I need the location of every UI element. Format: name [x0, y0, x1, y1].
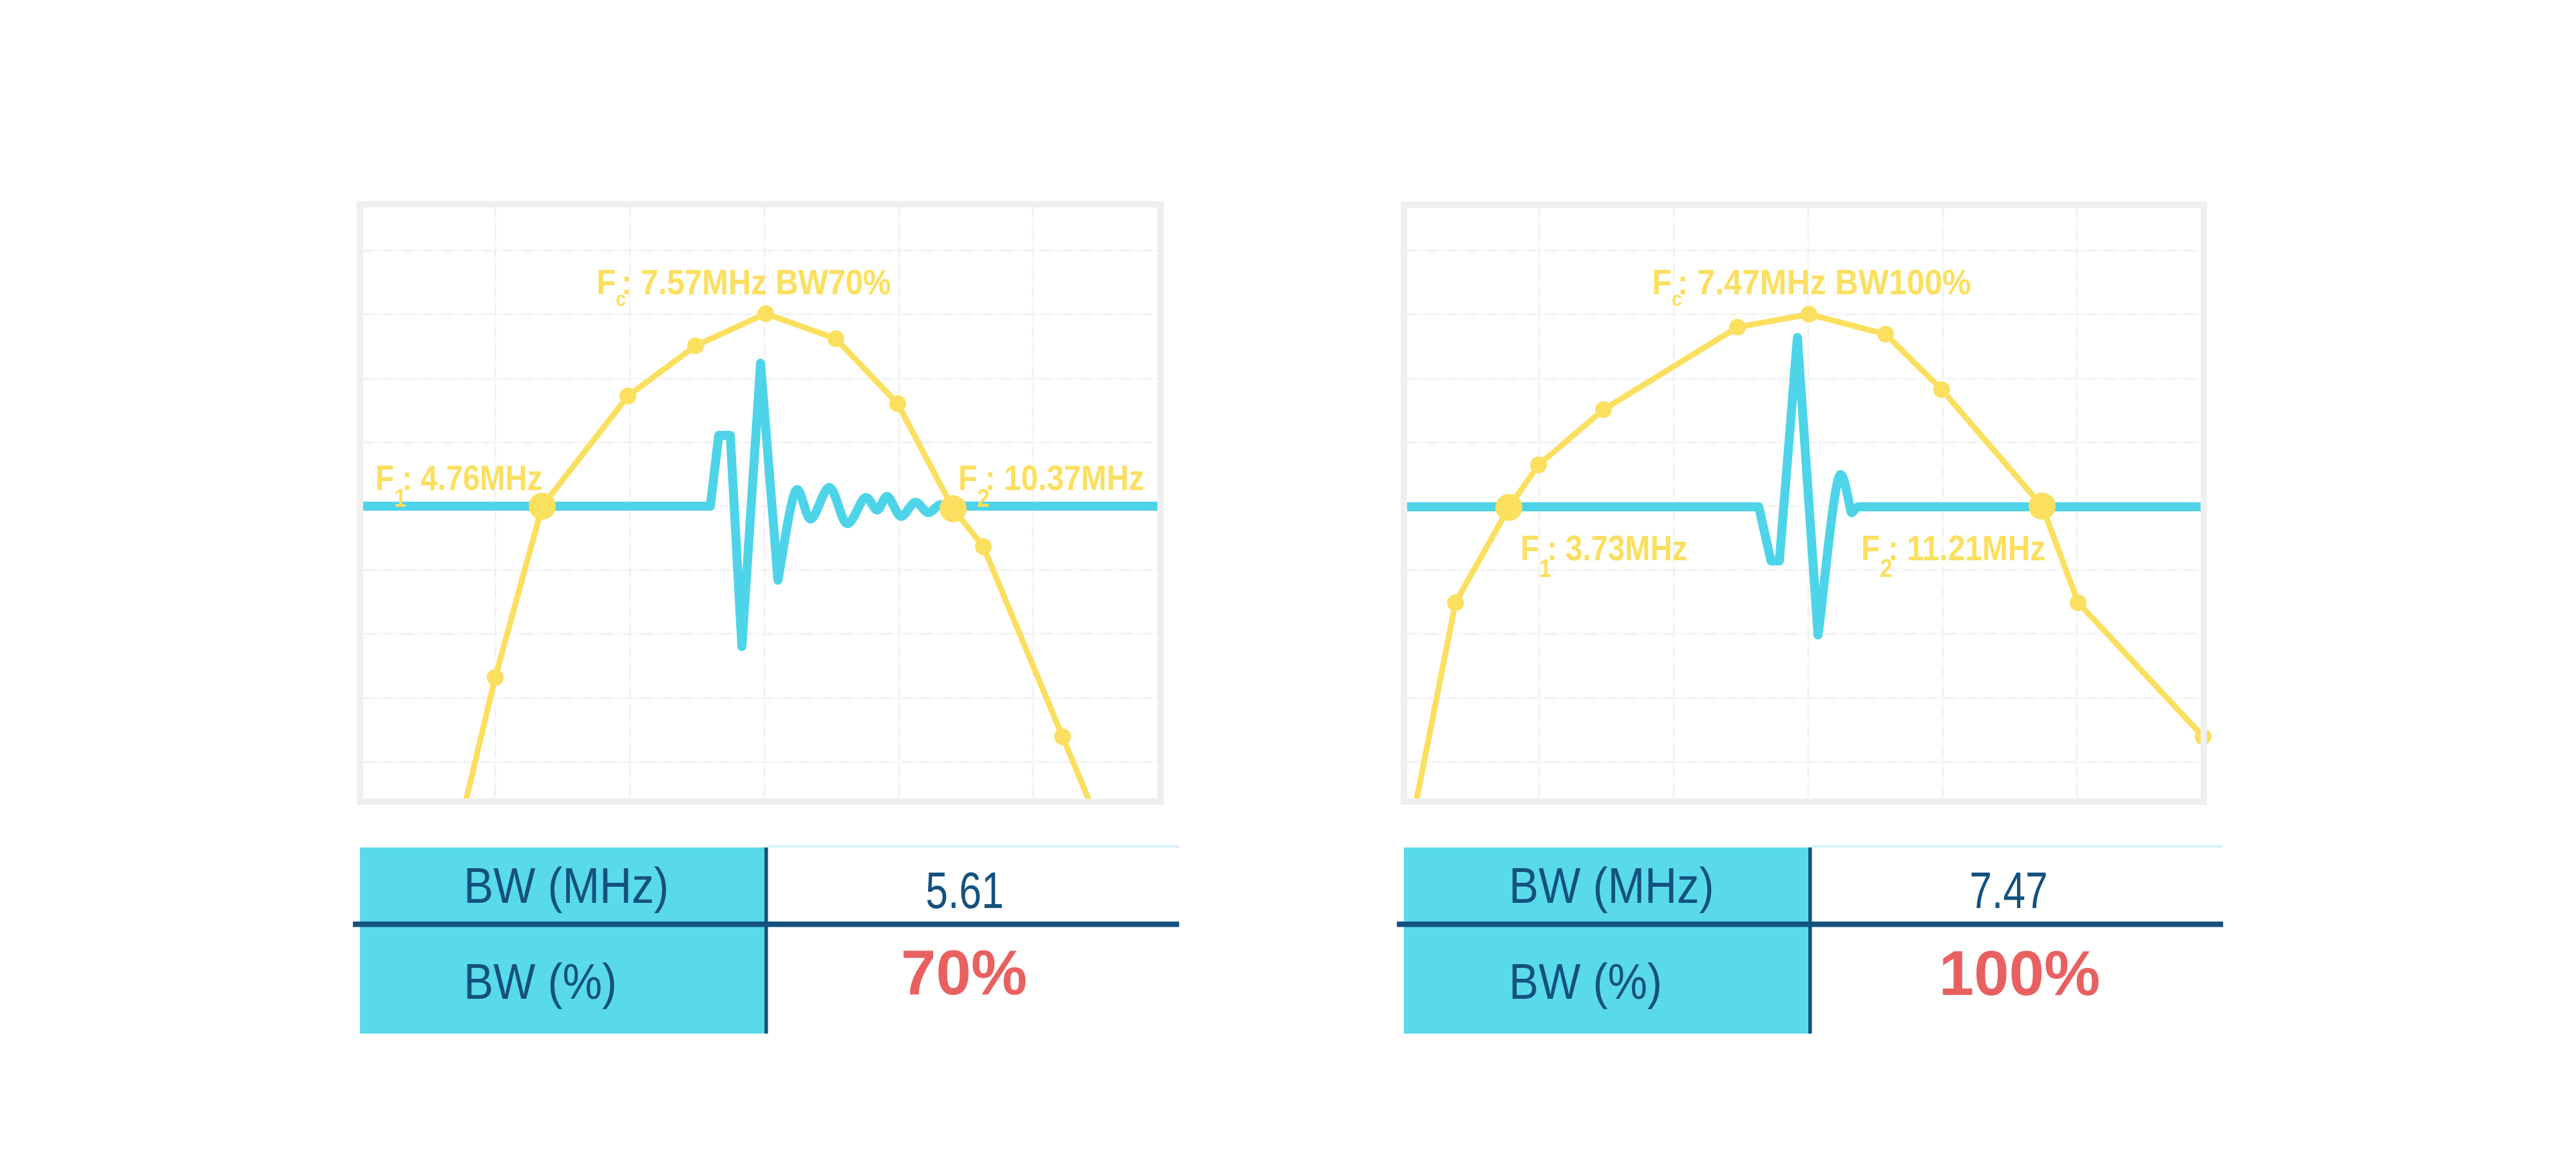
svg-text:BW (%): BW (%): [464, 953, 617, 1010]
svg-text:100%: 100%: [1939, 938, 2101, 1008]
svg-text:5.61: 5.61: [925, 862, 1003, 920]
svg-text:F2: 10.37MHz: F2: 10.37MHz: [958, 458, 1144, 513]
svg-text:BW (%): BW (%): [1509, 953, 1662, 1010]
svg-text:70%: 70%: [901, 937, 1027, 1008]
svg-text:BW (MHz): BW (MHz): [464, 857, 669, 914]
svg-text:7.47: 7.47: [1969, 862, 2047, 920]
svg-text:BW (MHz): BW (MHz): [1509, 857, 1714, 914]
svg-text:F1: 4.76MHz: F1: 4.76MHz: [375, 459, 542, 513]
